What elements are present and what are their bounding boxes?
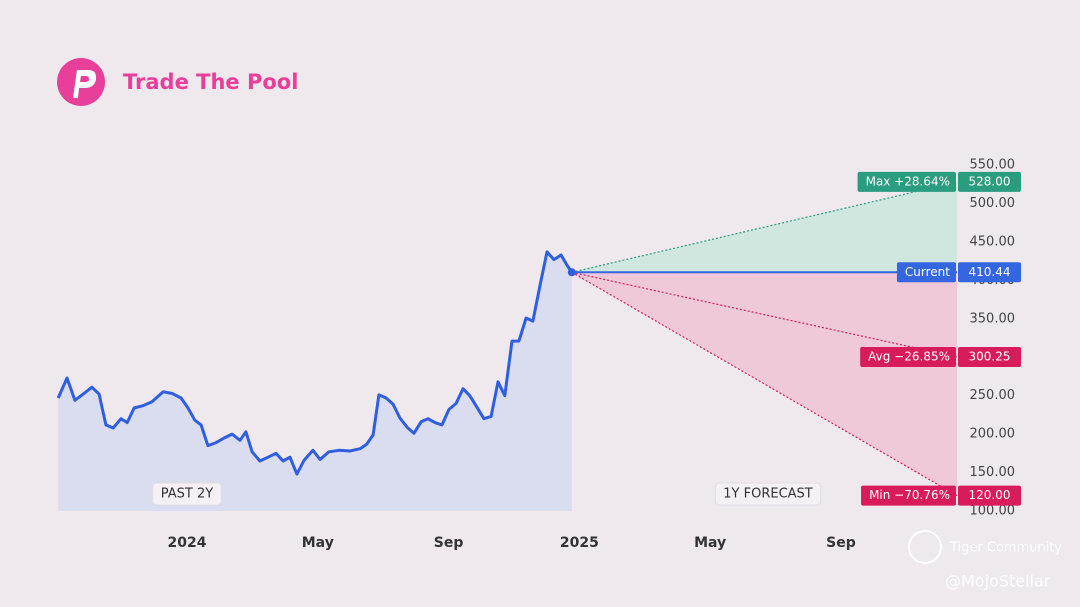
tag-value-box: [958, 262, 1021, 283]
x-tick-label: Sep: [826, 535, 856, 551]
forecast-line: [571, 271, 958, 358]
y-tick-label: 200.00: [970, 427, 1016, 442]
annotation-box: [152, 482, 222, 506]
tag-name-box: [896, 262, 956, 283]
annotation: PAST 2Y: [161, 487, 213, 502]
tag-value-box: [958, 347, 1021, 368]
x-tick-label: 2025: [560, 535, 599, 551]
tag-value: 528.00: [969, 174, 1011, 188]
tag-value-box: [958, 485, 1021, 506]
logo-mark: [73, 70, 97, 98]
y-tick-label: 250.00: [970, 388, 1016, 403]
tag-value: 120.00: [969, 488, 1011, 502]
y-tick-label: 550.00: [970, 158, 1016, 173]
annotation-box: [714, 482, 822, 506]
y-tick-label: 350.00: [970, 311, 1016, 326]
tag-name: Current: [905, 265, 950, 279]
y-tick-label: 450.00: [970, 234, 1016, 249]
tag-value: 300.25: [969, 350, 1011, 364]
price-line: [56, 250, 574, 476]
current-point: [567, 268, 576, 277]
tag-name: Avg −26.85%: [868, 350, 950, 364]
tag-name: Min −70.76%: [869, 488, 950, 502]
tag-name-box: [857, 171, 956, 192]
watermark: @MojoStellar: [945, 572, 1051, 591]
x-tick-label: May: [302, 535, 334, 551]
brand: Trade The Pool: [123, 70, 298, 94]
watermark-icon: [908, 530, 942, 564]
tag-name-box: [860, 347, 956, 368]
forecast-line: [571, 181, 958, 273]
x-tick-label: Sep: [434, 535, 464, 551]
y-tick-label: 100.00: [970, 504, 1016, 519]
watermark: Tiger Community: [949, 541, 1062, 556]
tag-value-box: [958, 171, 1021, 192]
x-tick-label: 2024: [168, 535, 207, 551]
tag-name: Max +28.64%: [866, 174, 950, 188]
forecast-area: [571, 272, 957, 496]
tag-name-box: [861, 485, 956, 506]
y-tick-label: 500.00: [970, 196, 1016, 211]
x-tick-label: May: [694, 535, 726, 551]
tag-value: 410.44: [969, 265, 1011, 279]
annotation: 1Y FORECAST: [723, 487, 813, 502]
y-tick-label: 150.00: [970, 465, 1016, 480]
area: [58, 251, 572, 511]
